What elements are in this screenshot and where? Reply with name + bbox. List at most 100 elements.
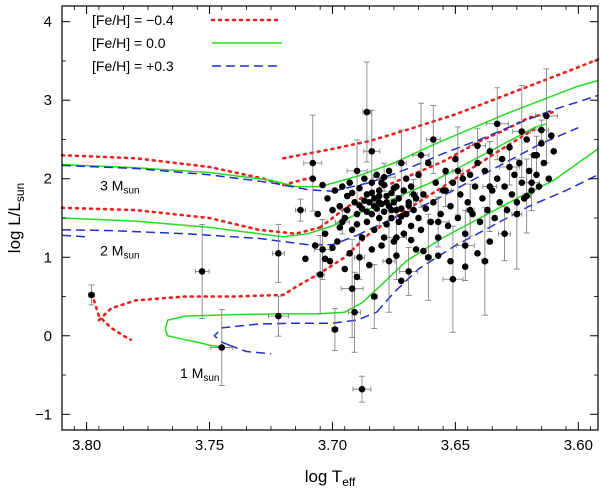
- star-point: [425, 253, 432, 261]
- star-point: [218, 344, 226, 351]
- track-line-13: [61, 164, 333, 193]
- star-point: [430, 136, 437, 143]
- star-point: [444, 222, 452, 230]
- star-point: [302, 255, 309, 263]
- star-point: [336, 224, 344, 231]
- star-point: [343, 206, 351, 214]
- star-point: [449, 275, 457, 283]
- y-tick-label: 1: [44, 249, 52, 266]
- star-point: [525, 167, 533, 175]
- star-point: [311, 242, 319, 249]
- star-point: [513, 199, 521, 206]
- star-point: [383, 221, 390, 228]
- star-point: [319, 246, 326, 253]
- track-line-10: [164, 302, 363, 330]
- track-line-11: [361, 148, 599, 304]
- star-point: [434, 218, 442, 226]
- star-point: [417, 151, 425, 159]
- y-tick-label: 0: [44, 328, 52, 345]
- star-point: [400, 187, 408, 194]
- star-point: [454, 214, 462, 222]
- star-point: [407, 222, 415, 230]
- star-point: [402, 175, 410, 182]
- star-point: [380, 208, 388, 215]
- star-point: [368, 189, 376, 197]
- y-axis-label-sub: sun: [13, 183, 27, 202]
- star-point: [358, 234, 366, 241]
- star-point: [434, 234, 442, 241]
- mass-label: 2 Msun: [100, 243, 139, 262]
- star-point: [484, 206, 491, 214]
- legend: [Fe/H] = −0.4 [Fe/H] = 0.0 [Fe/H] = +0.3: [92, 12, 284, 74]
- star-point: [410, 206, 417, 214]
- star-point: [336, 202, 344, 210]
- star-point: [528, 179, 535, 186]
- star-point: [430, 199, 437, 206]
- star-point: [390, 238, 398, 245]
- star-point: [412, 246, 420, 253]
- star-point: [479, 195, 486, 202]
- star-point: [548, 132, 555, 139]
- star-point: [358, 385, 366, 393]
- star-point: [341, 214, 349, 222]
- star-point: [528, 187, 535, 194]
- star-point: [518, 179, 526, 186]
- star-point: [518, 128, 526, 135]
- x-tick-label: 3.80: [72, 437, 101, 454]
- star-point: [508, 191, 516, 198]
- star-point: [368, 246, 376, 253]
- star-point: [447, 202, 454, 210]
- star-point: [432, 179, 440, 186]
- y-tick-label: 2: [44, 171, 52, 188]
- star-point: [329, 206, 336, 214]
- star-point: [356, 202, 363, 209]
- y-tick-label: 3: [44, 92, 52, 109]
- track-line-18: [213, 311, 377, 346]
- star-point: [540, 159, 548, 167]
- star-point: [405, 268, 413, 275]
- star-point: [375, 187, 383, 194]
- star-point: [390, 184, 398, 192]
- x-tick-label: 3.65: [441, 437, 470, 454]
- star-point: [331, 326, 339, 333]
- star-point: [412, 195, 420, 202]
- star-point: [434, 252, 442, 259]
- stars-scatter: [88, 108, 557, 393]
- star-point: [407, 183, 415, 190]
- star-point: [474, 159, 481, 167]
- star-point: [398, 159, 405, 167]
- star-point: [471, 183, 479, 190]
- star-point: [489, 187, 496, 194]
- star-point: [493, 175, 501, 182]
- star-point: [474, 142, 481, 150]
- star-point: [523, 136, 530, 143]
- track-line-2: [60, 206, 322, 236]
- star-point: [501, 183, 508, 190]
- star-point: [481, 257, 489, 265]
- track-line-12: [164, 329, 222, 348]
- star-point: [383, 199, 390, 206]
- star-point: [498, 155, 506, 163]
- star-point: [375, 214, 383, 222]
- star-point: [380, 173, 388, 181]
- star-point: [321, 255, 329, 263]
- star-point: [503, 206, 511, 214]
- star-point: [400, 230, 408, 237]
- legend-label: [Fe/H] = 0.0: [92, 35, 166, 51]
- star-point: [339, 183, 346, 190]
- track-line-3: [318, 110, 555, 229]
- star-point: [545, 175, 553, 182]
- star-point: [395, 218, 403, 226]
- star-point: [417, 226, 425, 234]
- star-point: [297, 206, 304, 214]
- star-point: [329, 244, 336, 252]
- x-axis-label-sub: eff: [342, 475, 356, 488]
- star-point: [390, 199, 398, 206]
- star-point: [491, 214, 499, 222]
- star-point: [398, 213, 405, 220]
- star-point: [476, 218, 484, 226]
- star-point: [371, 195, 378, 202]
- star-point: [368, 148, 376, 155]
- star-point: [363, 108, 371, 116]
